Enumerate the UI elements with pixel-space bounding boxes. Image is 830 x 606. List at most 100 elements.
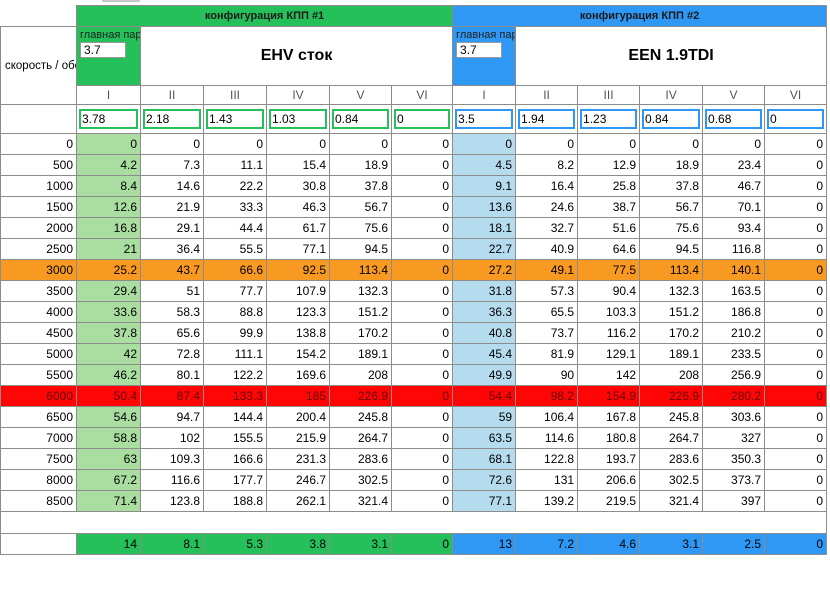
config2-pair-cell: главная пара	[452, 26, 517, 86]
speed-cell: 46.2	[76, 364, 141, 386]
speed-cell: 18.9	[329, 154, 392, 176]
speed-cell: 67.2	[76, 469, 141, 491]
config1-ratio-cell-1	[76, 104, 141, 134]
speed-cell: 107.9	[266, 280, 330, 302]
config1-pair-cell: главная пара	[76, 26, 141, 86]
speed-cell: 0	[390, 259, 454, 281]
config1-gear-ratio-input-6[interactable]	[394, 109, 451, 129]
speed-cell: 0	[764, 343, 828, 365]
speed-cell: 32.7	[515, 217, 579, 239]
speed-cell: 73.7	[515, 322, 579, 344]
speed-cell: 75.6	[329, 217, 392, 239]
speed-cell: 151.2	[639, 301, 704, 323]
table-row: 4000 33.6 58.3 88.8 123.3 151.2 0 36.3 65.5 103.3…	[0, 301, 828, 323]
speed-cell: 46.3	[266, 196, 330, 218]
footer-cell: 0	[390, 533, 454, 555]
speed-cell: 0	[390, 154, 454, 176]
rpm-cell: 0	[0, 133, 77, 155]
speed-cell: 177.7	[203, 469, 267, 491]
speed-cell: 25.8	[577, 175, 641, 197]
speed-cell: 63	[76, 448, 141, 470]
speed-cell: 16.4	[515, 175, 579, 197]
config1-gear-header-4: IV	[266, 85, 330, 105]
speed-cell: 0	[390, 343, 454, 365]
speed-cell: 215.9	[266, 427, 330, 449]
speed-cell: 0	[764, 259, 828, 281]
speed-cell: 102	[140, 427, 204, 449]
rpm-cell: 500	[0, 154, 77, 176]
config1-main-pair-input[interactable]	[80, 42, 126, 58]
speed-cell: 37.8	[76, 322, 141, 344]
config2-gear-ratio-input-3[interactable]	[580, 109, 638, 129]
speed-cell: 40.9	[515, 238, 579, 260]
speed-cell: 350.3	[702, 448, 766, 470]
config2-gear-header-2: II	[515, 85, 579, 105]
config2-gear-ratio-input-6[interactable]	[767, 109, 825, 129]
footer-cell: 3.1	[329, 533, 392, 555]
speed-cell: 0	[764, 196, 828, 218]
speed-cell: 29.1	[140, 217, 204, 239]
config1-gear-ratio-input-5[interactable]	[332, 109, 389, 129]
speed-cell: 37.8	[329, 175, 392, 197]
speed-cell: 56.7	[329, 196, 392, 218]
speed-cell: 185	[266, 385, 330, 407]
speed-cell: 56.7	[639, 196, 704, 218]
speed-rpm-label: скорость / обороты	[0, 26, 77, 105]
speed-cell: 122.8	[515, 448, 579, 470]
speed-cell: 189.1	[329, 343, 392, 365]
rpm-cell: 6500	[0, 406, 77, 428]
table-row: 6500 54.6 94.7 144.4 200.4 245.8 0 59 106.4 167.8…	[0, 406, 828, 428]
config1-gear-ratio-input-1[interactable]	[79, 109, 138, 129]
speed-cell: 94.7	[140, 406, 204, 428]
speed-cell: 0	[515, 133, 579, 155]
config1-gear-ratio-input-3[interactable]	[206, 109, 264, 129]
speed-cell: 51.6	[577, 217, 641, 239]
speed-cell: 99.9	[203, 322, 267, 344]
speed-cell: 11.1	[203, 154, 267, 176]
rpm-cell: 8500	[0, 490, 77, 512]
footer-cell: 2.5	[702, 533, 766, 555]
config2-main-pair-input[interactable]	[456, 42, 503, 58]
speed-cell: 49.1	[515, 259, 579, 281]
config2-gear-ratio-input-5[interactable]	[705, 109, 763, 129]
speed-cell: 33.6	[76, 301, 141, 323]
speed-cell: 246.7	[266, 469, 330, 491]
speed-cell: 0	[329, 133, 392, 155]
speed-cell: 111.1	[203, 343, 267, 365]
speed-cell: 0	[390, 196, 454, 218]
config1-gear-ratio-input-4[interactable]	[269, 109, 327, 129]
speed-cell: 0	[702, 133, 766, 155]
speed-cell: 68.1	[452, 448, 517, 470]
speed-cell: 0	[764, 322, 828, 344]
speed-cell: 77.1	[266, 238, 330, 260]
rpm-cell: 1000	[0, 175, 77, 197]
rpm-cell: 6000	[0, 385, 77, 407]
speed-cell: 169.6	[266, 364, 330, 386]
speed-cell: 0	[764, 238, 828, 260]
speed-cell: 23.4	[702, 154, 766, 176]
config1-gear-ratio-input-2[interactable]	[143, 109, 201, 129]
table-row: 500 4.2 7.3 11.1 15.4 18.9 0 4.5 8.2 12.9 18.9 23.4…	[0, 154, 828, 176]
speed-cell: 103.3	[577, 301, 641, 323]
speed-cell: 0	[639, 133, 704, 155]
speed-cell: 57.3	[515, 280, 579, 302]
speed-cell: 0	[390, 301, 454, 323]
tab-indicator	[102, 0, 140, 2]
speed-cell: 0	[764, 469, 828, 491]
speed-cell: 0	[76, 133, 141, 155]
speed-cell: 55.5	[203, 238, 267, 260]
speed-cell: 22.7	[452, 238, 517, 260]
speed-cell: 144.4	[203, 406, 267, 428]
speed-cell: 4.5	[452, 154, 517, 176]
rpm-cell: 4000	[0, 301, 77, 323]
speed-cell: 94.5	[329, 238, 392, 260]
config2-gear-ratio-input-4[interactable]	[642, 109, 701, 129]
speed-cell: 113.4	[329, 259, 392, 281]
speed-cell: 65.6	[140, 322, 204, 344]
speed-cell: 0	[390, 280, 454, 302]
config2-gear-ratio-input-1[interactable]	[455, 109, 514, 129]
speed-cell: 40.8	[452, 322, 517, 344]
config2-gear-ratio-input-2[interactable]	[518, 109, 576, 129]
speed-cell: 116.2	[577, 322, 641, 344]
